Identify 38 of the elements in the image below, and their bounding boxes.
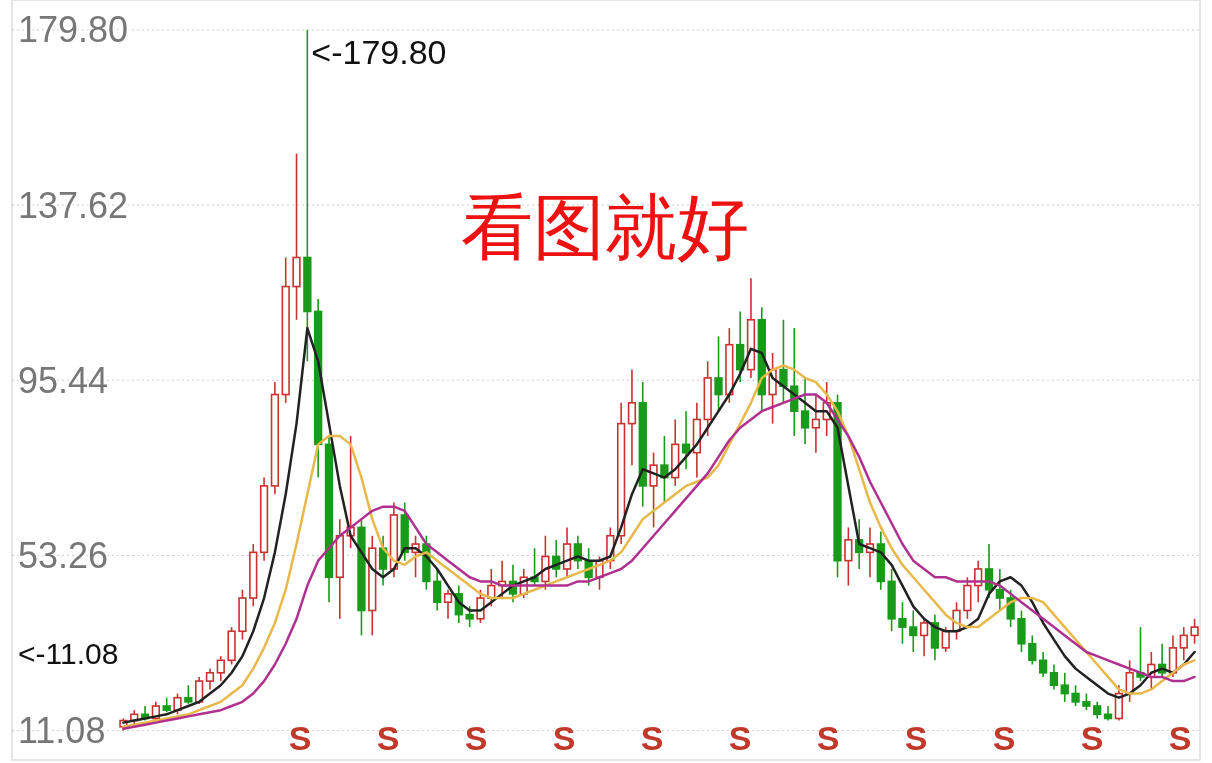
candlestick [800,377,810,446]
y-tick-label: 179.80 [18,9,129,51]
candlestick [368,534,377,637]
annotation: S [728,719,752,757]
annotation: S [552,719,576,757]
candlestick [811,393,821,454]
candlestick [259,476,269,562]
candlestick [616,402,626,545]
y-tick-label: 53.26 [18,534,109,576]
y-tick-label: 95.44 [18,359,109,401]
annotation: S [992,719,1016,757]
annotation: S [1080,719,1104,757]
candlestick [249,543,258,608]
annotation: S [904,719,928,757]
candlestick [270,381,280,496]
text: 看图就好 [461,187,749,267]
annotation: S [288,719,312,757]
candlestick [324,435,334,603]
candlestick [638,381,647,508]
y-tick-label: 137.62 [18,184,129,226]
annotation: S [1168,719,1192,757]
annotation: <-179.80 [311,32,447,71]
annotation: S [816,719,840,757]
annotation: S [464,719,488,757]
candlestick [995,568,1004,612]
candlestick [335,518,344,620]
candlestick [627,368,637,466]
candlestick [1179,626,1188,662]
candlestick [909,609,918,653]
candlestick [292,152,301,321]
candlestick [433,568,442,612]
candlestick [216,655,225,682]
annotation: S [640,719,664,757]
annotation: S [376,719,400,757]
annotation: <-11.08 [18,637,119,670]
candlestick [281,256,290,404]
y-tick-label: 11.08 [18,710,106,752]
candlestick [1060,671,1069,703]
